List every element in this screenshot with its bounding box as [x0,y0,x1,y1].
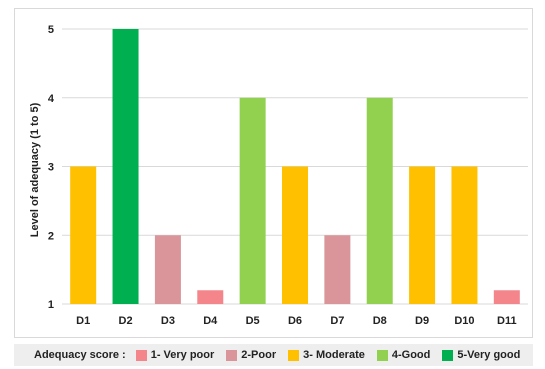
bar-d7 [324,235,351,304]
y-tick-labels: 1 2 3 4 5 [48,24,55,311]
bar-d6 [282,166,308,304]
legend-item: 3- Moderate [288,349,365,361]
x-tick-label: D8 [373,315,387,327]
x-tick-label: D9 [415,315,429,327]
bar-d9 [409,166,436,304]
x-tick-label: D11 [497,315,517,327]
x-tick-label: D5 [246,315,260,327]
legend-label: 5-Very good [457,349,521,361]
legend-swatch [442,349,454,361]
x-tick-labels: D1 D2 D3 D4 D5 D6 D7 D8 D9 D10 D11 [76,315,516,327]
y-tick-label: 1 [48,299,54,311]
bar-d3 [154,235,181,304]
legend-swatch [135,349,147,361]
legend-item: 4-Good [376,349,431,361]
legend-item: 5-Very good [442,349,520,361]
legend-items: 1- Very poor 2-Poor 3- Moderate 4-Good 5-Ver… [135,349,533,361]
y-tick-label: 5 [48,24,54,36]
y-tick-label: 2 [48,230,54,242]
legend-swatch [226,349,238,361]
x-tick-label: D7 [330,315,344,327]
legend-title: Adequacy score : [34,349,126,361]
bars [70,29,520,304]
legend-item: 2-Poor [226,349,276,361]
bar-d5 [239,97,266,304]
x-tick-label: D3 [161,315,175,327]
chart-frame [14,8,533,338]
bar-d11 [493,290,520,304]
x-tick-label: D2 [119,315,133,327]
bar-d4 [197,290,224,304]
legend-label: 2-Poor [241,349,277,361]
legend-swatch [376,349,388,361]
legend-label: 1- Very poor [150,349,215,361]
legend-label: 4-Good [391,349,431,361]
y-tick-label: 4 [48,93,55,105]
y-axis-label: Level of adequacy (1 to 5) [29,102,41,237]
bar-d10 [451,166,478,304]
x-tick-label: D1 [76,315,90,327]
bar-d2 [112,29,139,304]
legend-item: 1- Very poor [135,349,215,361]
bar-d1 [70,166,97,304]
x-tick-label: D4 [203,315,218,327]
y-tick-label: 3 [48,162,54,174]
legend: Adequacy score : 1- Very poor 2-Poor 3- Mo… [14,344,533,366]
legend-swatch [288,349,300,361]
legend-label: 3- Moderate [303,349,365,361]
x-tick-label: D6 [288,315,302,327]
bar-chart: D1 D2 D3 D4 D5 D6 D7 D8 D9 D10 D11 1 2 3 4 5 Level of … [29,24,528,327]
bar-d8 [366,97,393,304]
x-tick-label: D10 [454,315,474,327]
